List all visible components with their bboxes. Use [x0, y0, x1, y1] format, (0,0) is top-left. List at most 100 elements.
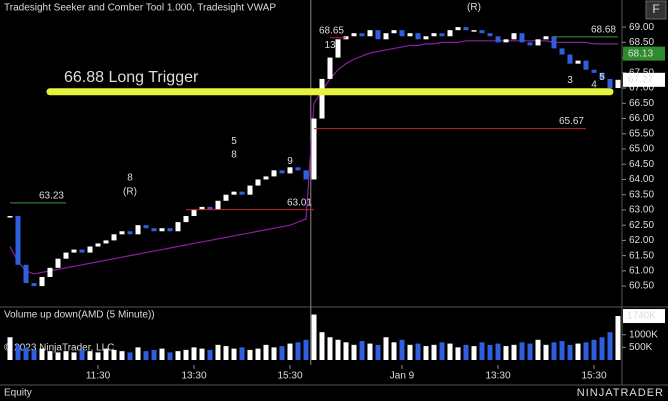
candle [87, 246, 93, 253]
candle [295, 167, 301, 171]
candle [239, 191, 245, 195]
vwap-line [9, 40, 618, 275]
volume-bar [359, 341, 365, 360]
volume-bar [415, 343, 421, 360]
candle [223, 194, 229, 201]
candle [199, 206, 205, 210]
y-tick-label: 60.50 [629, 281, 654, 292]
volume-bar [175, 351, 181, 360]
volume-bar [487, 344, 493, 360]
y-tick-label: 65.50 [629, 128, 654, 139]
logo: NINJATRADER [577, 387, 664, 399]
volume-bar [295, 342, 301, 360]
volume-tick-label: 500K [629, 342, 653, 353]
volume-bar [431, 344, 437, 360]
volume-bar [319, 332, 325, 360]
candle [423, 36, 429, 40]
y-tick-label: 62.50 [629, 220, 654, 231]
volume-bar [255, 348, 261, 360]
candle [367, 30, 373, 37]
y-tick-label: 61.50 [629, 250, 654, 261]
y-tick-label: 66.00 [629, 113, 654, 124]
candle [247, 185, 253, 195]
candle [39, 276, 45, 287]
volume-bar [223, 346, 229, 360]
volume-bar [351, 344, 357, 360]
candle [55, 258, 61, 268]
volume-bar [71, 352, 77, 360]
y-tick-label: 65.00 [629, 144, 654, 155]
volume-bar [463, 344, 469, 360]
candle [383, 33, 389, 40]
volume-bar [39, 348, 45, 360]
volume-bar [63, 351, 69, 360]
candle [479, 30, 485, 34]
volume-bar [15, 344, 21, 360]
candle [183, 216, 189, 223]
volume-bar [367, 343, 373, 360]
volume-bar [471, 346, 477, 360]
volume-bar [271, 347, 277, 360]
candle [319, 78, 325, 119]
candle [7, 216, 13, 218]
volume-bar [327, 337, 333, 360]
volume-bar [615, 316, 621, 360]
volume-bar [263, 344, 269, 360]
volume-title: Volume up down(AMD (5 Minute)) [4, 310, 155, 321]
volume-bar [87, 351, 93, 360]
y-tick-label: 62.00 [629, 235, 654, 246]
candle [95, 243, 101, 247]
f-button[interactable] [645, 0, 667, 20]
candle [167, 228, 173, 232]
volume-bar [23, 347, 29, 360]
volume-bar [167, 352, 173, 360]
candle [535, 39, 541, 46]
level-label: 68.68 [591, 25, 616, 36]
y-tick-label: 63.50 [629, 189, 654, 200]
candle [543, 36, 549, 40]
volume-bar [103, 348, 109, 360]
volume-bar [543, 344, 549, 360]
candle [143, 225, 149, 229]
candle [527, 42, 533, 46]
candle [567, 54, 573, 64]
volume-bar [47, 351, 53, 360]
volume-bar [183, 349, 189, 360]
volume-bar [199, 348, 205, 360]
candle [103, 240, 109, 244]
volume-bar [215, 344, 221, 360]
candle [287, 167, 293, 174]
volume-bar [479, 342, 485, 360]
candle [591, 69, 597, 73]
volume-bar [127, 352, 133, 360]
level-label: 63.01 [287, 197, 312, 208]
y-tick-label: 69.00 [629, 22, 654, 33]
volume-bar [279, 346, 285, 360]
trigger-label: 66.88 Long Trigger [64, 69, 199, 86]
candle [31, 283, 37, 287]
volume-bar [495, 343, 501, 360]
volume-bar [375, 344, 381, 360]
volume-bar [159, 348, 165, 360]
volume-bar [111, 349, 117, 360]
volume-bar [503, 346, 509, 360]
volume-bar [591, 339, 597, 360]
f-button-label[interactable]: F [652, 2, 659, 16]
volume-bar [599, 337, 605, 360]
volume-bar [399, 339, 405, 360]
candle [63, 252, 69, 259]
candle [375, 30, 381, 40]
volume-bar [143, 351, 149, 360]
volume-bar [311, 314, 317, 360]
signal-label: 5 [599, 72, 605, 83]
last-volume-label: 1740K [627, 311, 656, 322]
candle [15, 216, 21, 265]
level-label: 68.65 [319, 25, 344, 36]
copyright: © 2023 NinjaTrader, LLC [4, 343, 114, 354]
volume-bar [79, 349, 85, 360]
volume-bar [551, 342, 557, 360]
volume-bar [567, 344, 573, 360]
candle [279, 170, 285, 174]
volume-bar [95, 352, 101, 360]
candle [303, 170, 309, 180]
